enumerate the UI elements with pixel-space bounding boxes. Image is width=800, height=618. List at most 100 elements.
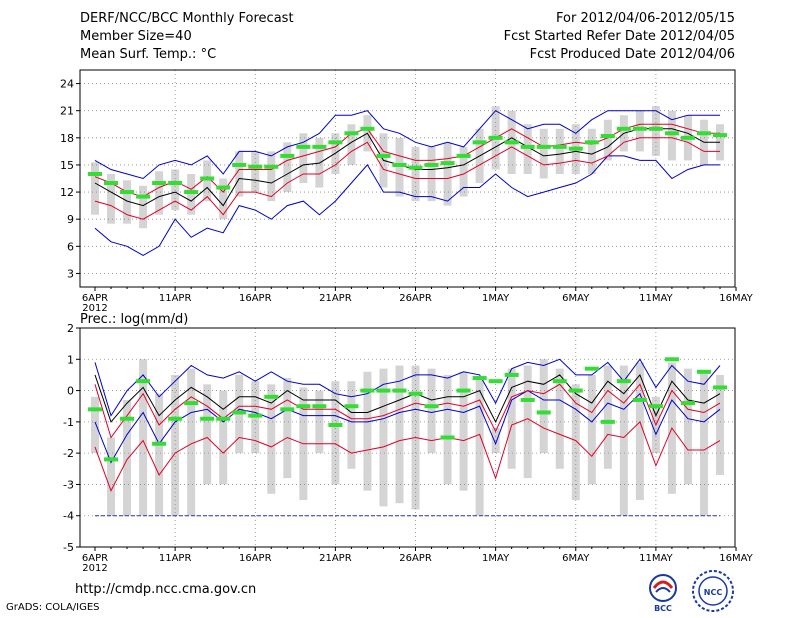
ncc-logo-icon: NCC: [692, 570, 734, 612]
temperature-obs-7: [200, 176, 215, 181]
temperature-ytick-label-0: 24: [60, 78, 74, 91]
precipitation-box-21: [427, 368, 436, 454]
temperature-frame: [79, 69, 736, 288]
temperature-obs-0: [88, 171, 102, 176]
temperature-obs-12: [280, 153, 295, 158]
temperature-xtick-label-6: 6MAY: [562, 293, 590, 304]
temperature-obs-22: [440, 161, 455, 166]
precipitation-obs-38: [696, 369, 711, 374]
precipitation-box-0: [91, 396, 99, 454]
temperature-box-23: [459, 146, 468, 197]
temperature-xtick-label-5: 1MAY: [482, 293, 510, 304]
precipitation-obs-16: [344, 404, 359, 409]
precipitation-box-5: [171, 374, 180, 516]
precipitation-box-17: [363, 371, 372, 491]
precipitation-obs-26: [504, 372, 519, 377]
precipitation-xtick-label-0: 6APR: [82, 553, 108, 564]
precipitation-obs-39: [713, 385, 727, 390]
temperature-xtick-label-8: 16MAY: [719, 293, 753, 304]
precipitation-box-12: [283, 378, 292, 479]
temperature-obs-38: [696, 131, 711, 136]
temperature-obs-28: [536, 144, 551, 149]
refer-date-label: Fcst Started Refer Date 2012/04/05: [503, 29, 735, 44]
precipitation-mean-line: [94, 373, 721, 424]
precipitation-frame: [79, 327, 736, 548]
precipitation-ytick-label-7: -5: [63, 541, 74, 554]
temperature-obs-3: [136, 194, 151, 199]
precipitation-box-31: [587, 374, 596, 485]
precipitation-box-4: [155, 393, 164, 516]
precipitation-box-37: [683, 368, 692, 485]
temperature-box-10: [251, 151, 260, 193]
precipitation-ytick-label-3: -1: [63, 416, 74, 429]
temperature-min-line: [94, 155, 720, 256]
precipitation-box-28: [539, 359, 548, 454]
precipitation-obs-18: [376, 388, 391, 393]
precipitation-obs-24: [472, 376, 487, 381]
temperature-ytick-label-3: 15: [60, 159, 74, 172]
temperature-obs-34: [632, 126, 647, 131]
precipitation-box-39: [716, 374, 724, 476]
temperature-obs-35: [648, 126, 663, 131]
precipitation-box-24: [475, 378, 484, 516]
temperature-box-20: [411, 146, 420, 202]
temperature-box-27: [523, 124, 532, 174]
temperature-obs-13: [296, 144, 311, 149]
precipitation-obs-1: [104, 457, 119, 462]
temperature-obs-11: [264, 164, 279, 169]
temperature-obs-19: [392, 162, 407, 167]
source-url[interactable]: http://cmdp.ncc.cma.gov.cn: [75, 582, 257, 597]
ncc-logo-text: NCC: [704, 588, 723, 597]
precipitation-box-11: [267, 384, 276, 494]
temperature-obs-6: [184, 190, 199, 195]
precipitation-obs-20: [408, 391, 423, 396]
precipitation-box-6: [187, 368, 196, 516]
temperature-lower-line: [94, 137, 720, 220]
precipitation-xtick-label-8: 16MAY: [719, 553, 753, 564]
temperature-obs-33: [616, 126, 631, 131]
produced-date-label: Fcst Produced Date 2012/04/06: [529, 47, 735, 62]
precipitation-obs-0: [88, 407, 102, 412]
precipitation-obs-4: [152, 441, 167, 446]
temperature-obs-9: [232, 162, 247, 167]
precipitation-box-19: [395, 365, 404, 504]
precipitation-xtick-label-1: 11APR: [159, 553, 192, 564]
precipitation-ytick-label-0: 2: [67, 322, 74, 335]
temperature-box-3: [139, 185, 148, 229]
temperature-box-16: [347, 124, 356, 165]
temperature-obs-16: [344, 131, 359, 136]
precipitation-box-32: [603, 365, 612, 469]
temperature-xtick-label-0: 6APR: [82, 293, 108, 304]
precipitation-obs-3: [136, 379, 151, 384]
precipitation-box-18: [379, 368, 388, 507]
precipitation-box-23: [459, 371, 468, 491]
precipitation-obs-37: [680, 401, 695, 406]
precipitation-xtick-label-7: 11MAY: [639, 553, 673, 564]
precipitation-box-2: [123, 399, 132, 516]
temperature-obs-39: [713, 133, 727, 138]
precipitation-xtick-label-5: 1MAY: [482, 553, 510, 564]
precipitation-obs-23: [456, 388, 471, 393]
precipitation-obs-14: [312, 404, 327, 409]
precipitation-obs-15: [328, 422, 343, 427]
temperature-box-8: [219, 178, 228, 220]
temperature-box-13: [299, 133, 308, 184]
temperature-box-9: [235, 151, 244, 197]
precipitation-ytick-label-6: -4: [63, 510, 74, 523]
temperature-obs-20: [408, 165, 423, 170]
temperature-box-34: [635, 110, 644, 152]
temperature-obs-23: [456, 153, 471, 158]
variable-label: Mean Surf. Temp.: °C: [80, 47, 217, 62]
precipitation-box-7: [203, 384, 212, 485]
bcc-logo: BCC: [640, 568, 686, 614]
precipitation-ytick-label-4: -2: [63, 447, 74, 460]
precipitation-obs-34: [632, 397, 647, 402]
precipitation-panel-title: Prec.: log(mm/d): [80, 312, 188, 327]
chart-title: DERF/NCC/BCC Monthly Forecast: [80, 11, 294, 26]
temperature-obs-17: [360, 126, 375, 131]
temperature-box-29: [555, 128, 564, 174]
precipitation-obs-17: [360, 388, 375, 393]
temperature-obs-31: [584, 140, 599, 145]
temperature-xtick-label-2: 16APR: [239, 293, 272, 304]
